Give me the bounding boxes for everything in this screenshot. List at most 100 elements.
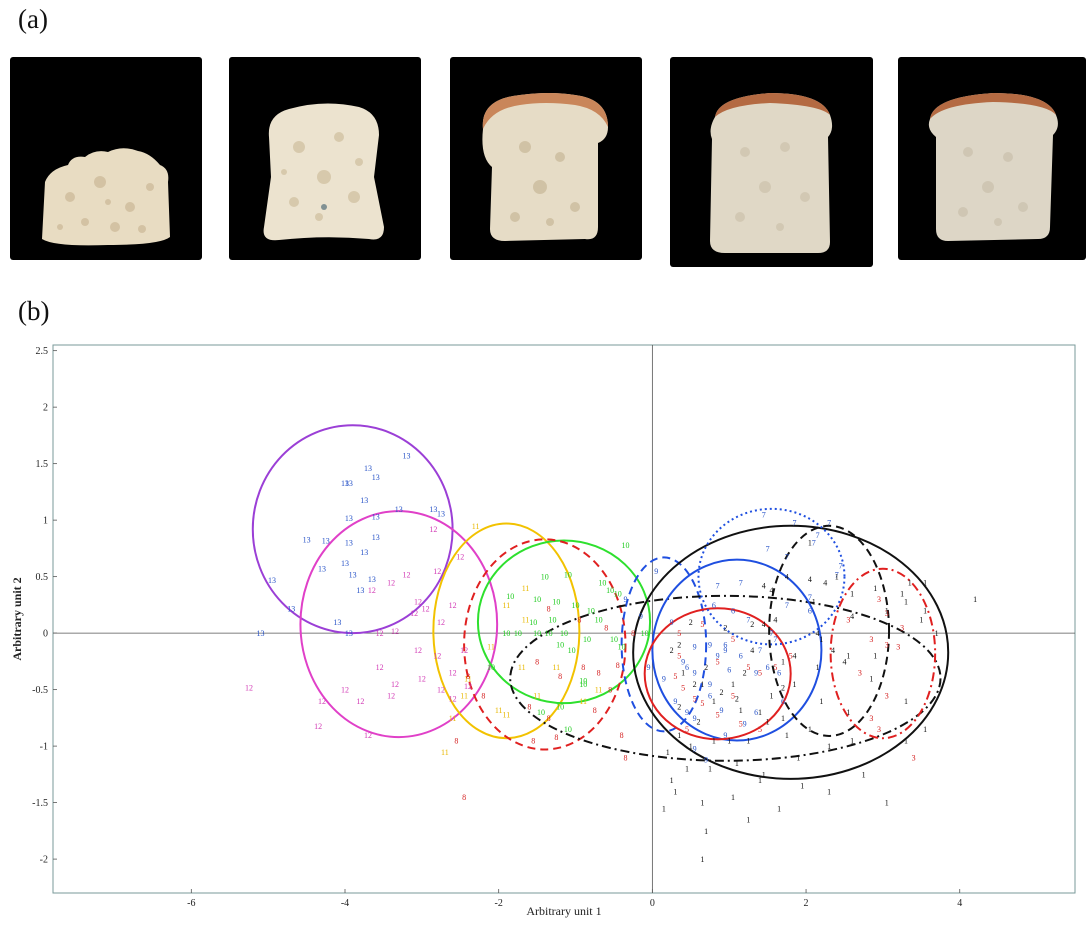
- point-group-3: 3: [869, 714, 873, 723]
- point-group-11: 11: [441, 748, 449, 757]
- point-group-5: 5: [677, 629, 681, 638]
- point-group-10: 10: [552, 597, 560, 606]
- point-group-1: 1: [700, 799, 704, 808]
- point-group-12: 12: [414, 646, 422, 655]
- point-group-13: 13: [349, 570, 357, 579]
- point-group-10: 10: [545, 629, 553, 638]
- point-group-5: 5: [758, 725, 762, 734]
- point-group-1: 1: [735, 759, 739, 768]
- x-tick-label: -6: [187, 898, 195, 909]
- point-group-12: 12: [341, 686, 349, 695]
- point-group-12: 12: [449, 601, 457, 610]
- point-group-4: 4: [823, 578, 827, 587]
- point-group-12: 12: [402, 570, 410, 579]
- point-group-10: 10: [533, 629, 541, 638]
- point-group-12: 12: [437, 686, 445, 695]
- point-group-1: 1: [746, 816, 750, 825]
- point-group-1: 1: [777, 804, 781, 813]
- point-group-13: 13: [360, 496, 368, 505]
- point-group-6: 6: [708, 691, 712, 700]
- point-group-10: 10: [529, 618, 537, 627]
- point-group-7: 7: [816, 531, 820, 540]
- point-group-12: 12: [460, 646, 468, 655]
- point-group-9: 9: [693, 669, 697, 678]
- point-group-13: 13: [372, 513, 380, 522]
- point-group-7: 7: [793, 518, 797, 527]
- point-group-3: 3: [912, 753, 916, 762]
- x-axis-label: Arbitrary unit 1: [526, 904, 601, 918]
- point-group-13: 13: [318, 565, 326, 574]
- bread-slice-photo-3: [450, 57, 642, 260]
- point-group-8: 8: [462, 793, 466, 802]
- point-group-7: 7: [746, 616, 750, 625]
- point-group-11: 11: [487, 643, 495, 652]
- point-group-6: 6: [723, 640, 727, 649]
- point-group-12: 12: [376, 663, 384, 672]
- point-group-1: 1: [746, 736, 750, 745]
- point-group-6: 6: [781, 697, 785, 706]
- point-group-10: 10: [572, 601, 580, 610]
- point-group-1: 1: [712, 697, 716, 706]
- point-group-1: 1: [704, 827, 708, 836]
- ellipse-group-8: [463, 538, 627, 751]
- point-group-1: 1: [904, 697, 908, 706]
- y-tick-label: -2: [40, 855, 48, 866]
- bread-slice-photo-4: [670, 57, 873, 267]
- point-group-3: 3: [885, 640, 889, 649]
- ellipse-group-11: [432, 522, 581, 740]
- ellipses-layer: [251, 424, 950, 780]
- ellipse-group-13: [251, 424, 454, 635]
- point-group-6: 6: [808, 607, 812, 616]
- point-group-8: 8: [616, 661, 620, 670]
- point-group-11: 11: [533, 691, 541, 700]
- point-group-8: 8: [531, 736, 535, 745]
- point-group-11: 11: [503, 710, 511, 719]
- point-group-1: 1: [908, 578, 912, 587]
- point-group-1: 1: [781, 714, 785, 723]
- y-tick-label: -0.5: [32, 685, 48, 696]
- point-group-5: 5: [789, 652, 793, 661]
- point-group-7: 7: [812, 539, 816, 548]
- point-group-10: 10: [548, 616, 556, 625]
- point-group-12: 12: [410, 609, 418, 618]
- point-group-13: 13: [345, 514, 353, 523]
- point-group-13: 13: [437, 509, 445, 518]
- point-group-2: 2: [704, 663, 708, 672]
- point-group-13: 13: [368, 575, 376, 584]
- point-group-1: 1: [846, 708, 850, 717]
- point-group-1: 1: [758, 776, 762, 785]
- point-group-1: 1: [885, 607, 889, 616]
- point-group-10: 10: [564, 570, 572, 579]
- point-group-1: 1: [808, 725, 812, 734]
- point-group-10: 10: [621, 541, 629, 550]
- point-group-12: 12: [464, 682, 472, 691]
- point-group-5: 5: [681, 683, 685, 692]
- point-group-9: 9: [743, 720, 747, 729]
- point-group-8: 8: [454, 736, 458, 745]
- point-group-8: 8: [604, 623, 608, 632]
- point-group-1: 1: [923, 607, 927, 616]
- point-group-10: 10: [560, 629, 568, 638]
- point-group-5: 5: [716, 710, 720, 719]
- point-group-4: 4: [816, 629, 820, 638]
- point-group-10: 10: [564, 725, 572, 734]
- point-group-1: 1: [850, 590, 854, 599]
- point-group-2: 2: [781, 683, 785, 692]
- point-group-1: 1: [919, 616, 923, 625]
- point-group-11: 11: [464, 674, 472, 683]
- point-group-3: 3: [846, 616, 850, 625]
- point-group-9: 9: [723, 731, 727, 740]
- x-tick-label: -4: [341, 898, 349, 909]
- point-group-12: 12: [418, 674, 426, 683]
- point-group-1: 1: [812, 597, 816, 606]
- point-group-1: 1: [793, 680, 797, 689]
- point-group-1: 1: [935, 629, 939, 638]
- point-group-2: 2: [750, 620, 754, 629]
- point-group-9: 9: [716, 652, 720, 661]
- ellipse-group-2: [509, 594, 942, 762]
- point-group-5: 5: [693, 695, 697, 704]
- point-group-8: 8: [631, 629, 635, 638]
- y-tick-label: 2.5: [36, 346, 49, 357]
- point-group-11: 11: [595, 686, 603, 695]
